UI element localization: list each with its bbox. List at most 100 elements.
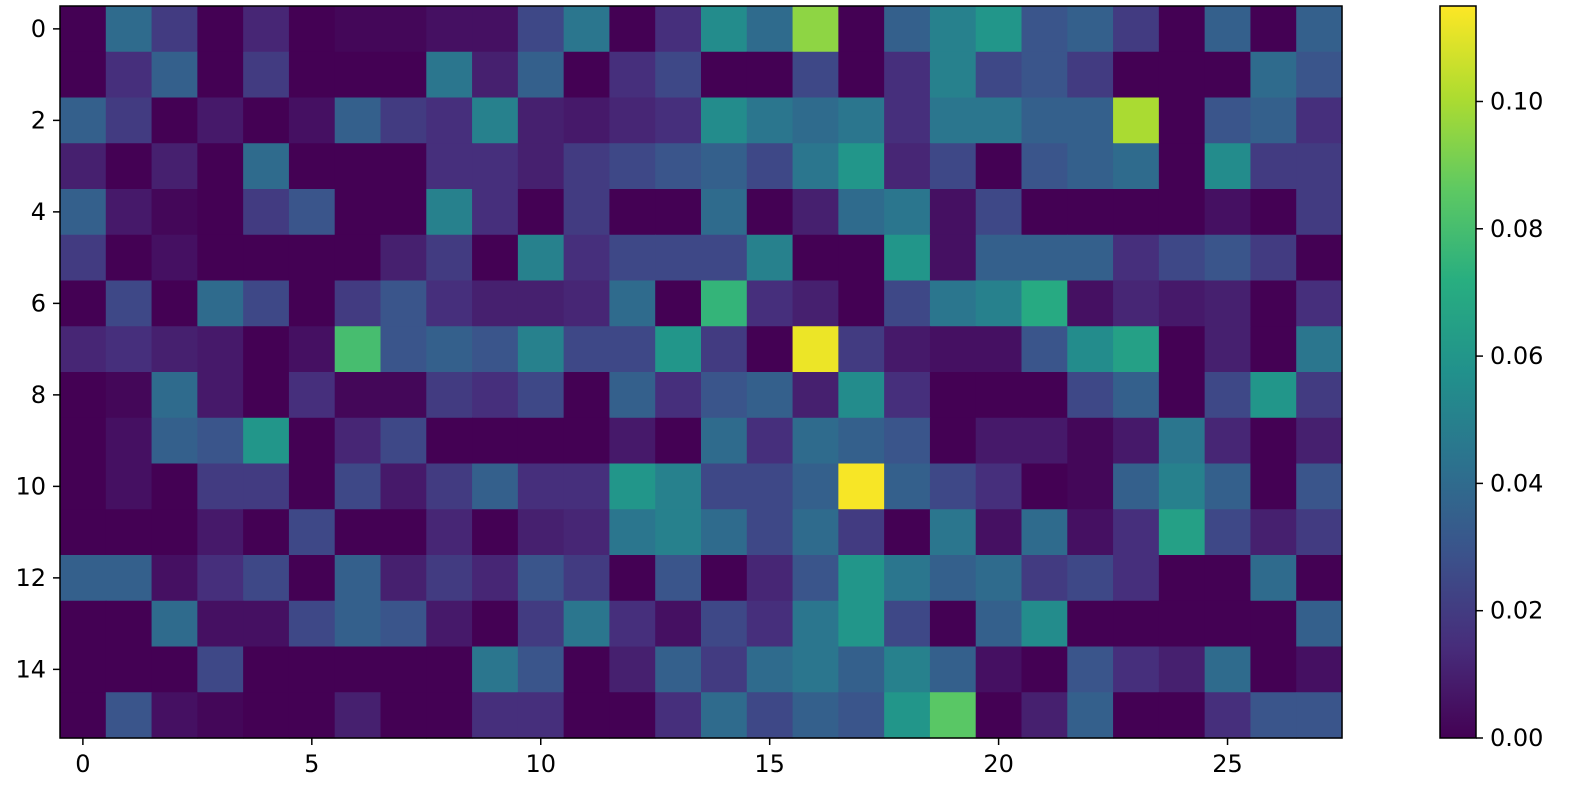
heatmap-cell bbox=[426, 372, 473, 419]
heatmap-cell bbox=[1204, 509, 1252, 556]
heatmap-cell bbox=[746, 97, 794, 144]
heatmap-cell bbox=[609, 97, 656, 144]
heatmap-cell bbox=[1250, 372, 1297, 419]
heatmap-cell bbox=[1296, 280, 1343, 327]
x-tick-label: 25 bbox=[1212, 750, 1243, 778]
heatmap-cell bbox=[60, 509, 107, 556]
heatmap-cell bbox=[60, 600, 107, 648]
heatmap-cell bbox=[243, 646, 290, 693]
heatmap-cell bbox=[426, 692, 473, 739]
heatmap-cell bbox=[1296, 509, 1343, 556]
heatmap-cell bbox=[426, 189, 473, 236]
heatmap-cell bbox=[1113, 509, 1160, 556]
heatmap-cell bbox=[563, 692, 611, 739]
heatmap-cell bbox=[563, 555, 611, 602]
y-tick-label: 0 bbox=[31, 15, 46, 43]
heatmap-cell bbox=[517, 372, 565, 419]
heatmap-cell bbox=[151, 600, 198, 648]
heatmap-cell bbox=[609, 463, 656, 510]
heatmap-cell bbox=[380, 280, 427, 327]
heatmap-cell bbox=[1021, 646, 1068, 693]
heatmap-cell bbox=[1204, 51, 1252, 99]
heatmap-cell bbox=[1021, 417, 1068, 465]
heatmap-cell bbox=[975, 51, 1023, 99]
heatmap-cell bbox=[1158, 6, 1206, 53]
heatmap-cell bbox=[1113, 234, 1160, 282]
heatmap-cell bbox=[243, 51, 290, 99]
heatmap-cell bbox=[380, 189, 427, 236]
heatmap-cell bbox=[105, 326, 153, 373]
heatmap-cell bbox=[60, 97, 107, 144]
heatmap-cell bbox=[1204, 555, 1252, 602]
heatmap-cell bbox=[472, 509, 519, 556]
heatmap-cell bbox=[472, 463, 519, 510]
heatmap-cell bbox=[929, 372, 977, 419]
heatmap-cell bbox=[243, 692, 290, 739]
heatmap-cell bbox=[1296, 692, 1343, 739]
heatmap-cell bbox=[334, 234, 382, 282]
heatmap-cell bbox=[1158, 280, 1206, 327]
heatmap-cell bbox=[1158, 326, 1206, 373]
heatmap-cell bbox=[243, 326, 290, 373]
heatmap-cell bbox=[1113, 326, 1160, 373]
heatmap-cell bbox=[563, 51, 611, 99]
heatmap-cell bbox=[197, 97, 244, 144]
heatmap-cell bbox=[517, 143, 565, 190]
heatmap-cell bbox=[105, 189, 153, 236]
heatmap-cell bbox=[426, 600, 473, 648]
heatmap-cell bbox=[1250, 189, 1297, 236]
heatmap-cell bbox=[929, 6, 977, 53]
heatmap-cell bbox=[884, 6, 931, 53]
heatmap-cell bbox=[1204, 600, 1252, 648]
heatmap-cell bbox=[288, 6, 336, 53]
heatmap-cell bbox=[792, 509, 839, 556]
heatmap-cell bbox=[884, 600, 931, 648]
heatmap-cell bbox=[746, 143, 794, 190]
heatmap-cell bbox=[60, 6, 107, 53]
heatmap-cell bbox=[334, 189, 382, 236]
heatmap-cell bbox=[838, 509, 885, 556]
heatmap-cell bbox=[1113, 189, 1160, 236]
heatmap-cell bbox=[563, 372, 611, 419]
heatmap-cell bbox=[609, 417, 656, 465]
heatmap-cell bbox=[243, 280, 290, 327]
colorbar-tick-label: 0.02 bbox=[1490, 597, 1543, 625]
heatmap-cell bbox=[563, 463, 611, 510]
heatmap-cell bbox=[1204, 417, 1252, 465]
heatmap-cell bbox=[243, 143, 290, 190]
heatmap-cell bbox=[1021, 97, 1068, 144]
heatmap-cell bbox=[426, 280, 473, 327]
heatmap-cell bbox=[609, 51, 656, 99]
heatmap-cell bbox=[884, 509, 931, 556]
heatmap-cell bbox=[701, 600, 748, 648]
heatmap-cell bbox=[380, 600, 427, 648]
heatmap-cell bbox=[517, 234, 565, 282]
heatmap-cell bbox=[929, 280, 977, 327]
heatmap-cell bbox=[334, 417, 382, 465]
heatmap-cell bbox=[334, 326, 382, 373]
heatmap-cell bbox=[1296, 372, 1343, 419]
y-axis: 0 2 4 6 8 10 12 14 bbox=[15, 15, 60, 683]
heatmap-cell bbox=[1067, 463, 1114, 510]
heatmap-cell bbox=[1113, 692, 1160, 739]
heatmap-cell bbox=[105, 372, 153, 419]
heatmap-cell bbox=[701, 143, 748, 190]
heatmap-cell bbox=[105, 463, 153, 510]
heatmap-cell bbox=[380, 692, 427, 739]
heatmap-cell bbox=[380, 463, 427, 510]
colorbar-tick-label: 0.00 bbox=[1490, 724, 1543, 752]
heatmap-cell bbox=[792, 692, 839, 739]
heatmap-cell bbox=[884, 97, 931, 144]
heatmap-cell bbox=[792, 600, 839, 648]
heatmap-cell bbox=[1067, 51, 1114, 99]
heatmap-cell bbox=[517, 326, 565, 373]
heatmap-cell bbox=[1067, 143, 1114, 190]
heatmap-cell bbox=[884, 234, 931, 282]
heatmap-cell bbox=[609, 189, 656, 236]
heatmap-cell bbox=[288, 234, 336, 282]
heatmap-cell bbox=[1296, 6, 1343, 53]
heatmap-cell bbox=[517, 51, 565, 99]
heatmap-cell bbox=[151, 189, 198, 236]
heatmap-cell bbox=[288, 600, 336, 648]
heatmap-cell bbox=[60, 280, 107, 327]
